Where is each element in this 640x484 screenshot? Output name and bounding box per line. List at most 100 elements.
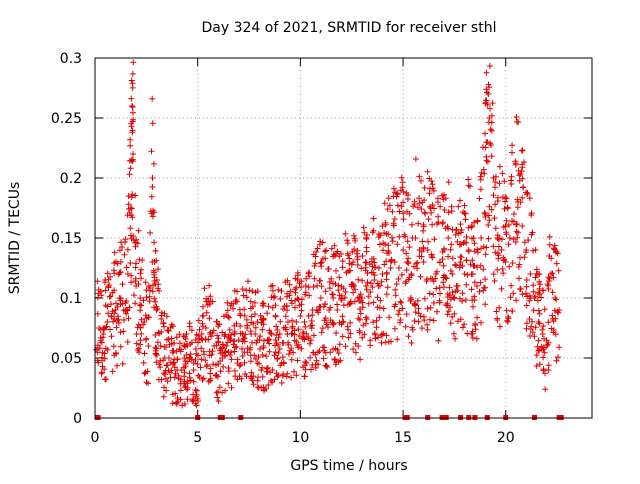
data-point: [471, 293, 478, 300]
data-point: [434, 308, 440, 315]
data-point: [404, 196, 411, 202]
data-point: [400, 199, 407, 206]
data-point: [550, 274, 557, 281]
data-point: [504, 318, 511, 325]
data-point: [169, 400, 176, 407]
data-point: [380, 330, 387, 337]
data-point: [496, 163, 503, 170]
data-point: [186, 323, 193, 330]
data-point: [239, 345, 245, 352]
data-point: [340, 318, 347, 325]
data-point: [440, 262, 447, 269]
data-point: [514, 234, 521, 241]
data-point: [556, 344, 563, 351]
data-point: [121, 251, 128, 258]
data-point: [324, 364, 331, 370]
data-point: [470, 303, 476, 310]
data-point: [384, 284, 391, 291]
data-point: [343, 269, 350, 276]
data-point: [194, 361, 201, 367]
data-point: [269, 287, 276, 294]
data-point: [511, 211, 517, 217]
data-point: [94, 278, 101, 285]
data-point: [351, 298, 358, 305]
data-point: [440, 219, 446, 226]
data-point: [488, 206, 495, 213]
data-point: [371, 259, 378, 266]
data-point: [327, 349, 334, 356]
data-point: [335, 287, 342, 294]
data-point: [447, 304, 454, 311]
data-point: [211, 343, 218, 349]
data-point: [416, 200, 423, 207]
data-point: [485, 222, 492, 228]
data-point: [463, 281, 470, 288]
data-point: [351, 246, 358, 253]
data-point: [332, 361, 339, 368]
data-point: [472, 320, 479, 327]
data-point: [411, 300, 418, 307]
data-point: [517, 285, 524, 292]
data-point: [425, 238, 432, 245]
data-point: [446, 284, 453, 291]
data-point: [295, 326, 302, 333]
data-point: [119, 360, 126, 367]
data-point: [467, 261, 474, 268]
data-point: [125, 201, 132, 208]
data-point: [298, 284, 305, 291]
data-point: [128, 95, 135, 102]
data-point: [519, 147, 526, 154]
data-point: [454, 287, 461, 294]
data-point: [482, 284, 488, 291]
data-point: [527, 326, 534, 333]
data-point: [142, 279, 149, 286]
data-point: [363, 234, 370, 241]
data-point: [161, 384, 167, 391]
data-point: [306, 269, 313, 276]
data-point: [146, 298, 153, 305]
data-point: [339, 319, 346, 326]
data-point: [526, 195, 533, 202]
data-point: [183, 352, 190, 358]
data-point: [328, 245, 335, 252]
data-point: [344, 237, 351, 244]
data-point: [477, 279, 484, 286]
data-point: [313, 307, 320, 313]
data-point: [458, 227, 465, 233]
data-point: [396, 307, 403, 314]
data-point: [498, 285, 505, 292]
data-point: [148, 148, 155, 155]
data-point: [279, 354, 286, 361]
data-point: [461, 202, 468, 209]
data-point: [277, 318, 284, 325]
data-point: [408, 271, 415, 277]
data-point: [448, 241, 455, 248]
data-point: [370, 299, 377, 306]
data-point: [184, 396, 191, 403]
data-point: [426, 175, 433, 182]
data-point: [339, 313, 346, 320]
data-point: [97, 337, 104, 344]
data-point: [353, 250, 360, 257]
data-point: [137, 341, 144, 348]
data-point: [524, 293, 531, 300]
data-point: [154, 305, 161, 312]
data-point: [387, 265, 394, 271]
data-point: [334, 307, 341, 313]
data-point: [342, 289, 349, 295]
data-point: [117, 269, 124, 275]
data-point: [470, 262, 477, 269]
data-point: [401, 231, 408, 238]
data-point: [435, 337, 442, 344]
data-point: [432, 275, 439, 282]
data-point: [441, 207, 448, 213]
data-point: [233, 343, 240, 350]
data-point: [364, 232, 370, 238]
data-point: [186, 370, 193, 377]
data-point: [430, 291, 437, 298]
data-point: [465, 224, 472, 231]
data-point: [418, 177, 424, 184]
data-point: [207, 365, 214, 372]
data-point: [231, 331, 238, 337]
data-point: [199, 313, 206, 319]
